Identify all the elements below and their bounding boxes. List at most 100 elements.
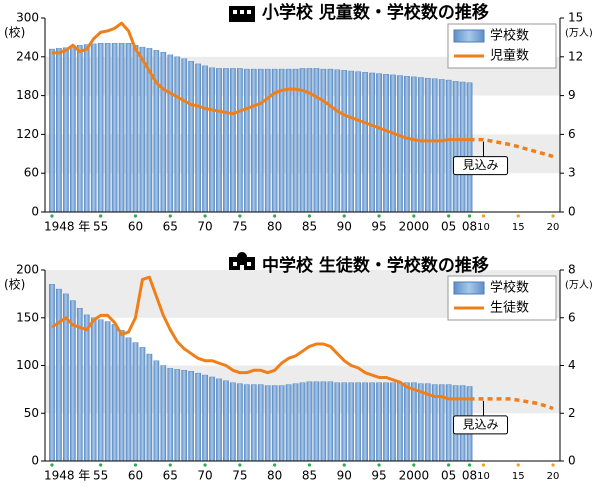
bar (431, 78, 438, 213)
x-tick-label: 80 (267, 469, 282, 483)
bar (411, 382, 417, 462)
bar (445, 79, 452, 213)
bar (90, 317, 97, 462)
bar (411, 76, 417, 213)
legend-label: 学校数 (490, 28, 529, 44)
bar (118, 329, 125, 462)
projection-line (469, 137, 554, 159)
bar (327, 381, 334, 462)
bar (438, 79, 445, 213)
bar (83, 44, 90, 213)
bar (237, 68, 243, 213)
x-tick-label: 05 (441, 469, 456, 483)
bar (424, 77, 431, 213)
y-tick-label: 150 (16, 310, 39, 324)
bar (49, 284, 55, 462)
bar (390, 382, 396, 462)
bar (292, 383, 299, 462)
bar (69, 45, 76, 213)
bar (125, 43, 132, 213)
y2-axis-label: (万人) (565, 27, 593, 39)
bar (216, 378, 222, 462)
y2-axis-label: (万人) (565, 279, 593, 291)
legend-label: 児童数 (490, 48, 529, 64)
bar (76, 44, 83, 213)
x-tick-label: 1948 年 (44, 220, 90, 234)
bar (306, 381, 313, 462)
x-tick (50, 214, 54, 218)
x-tick (551, 463, 555, 467)
school-icon (229, 6, 255, 273)
x-tick-label: 08 (462, 469, 477, 483)
x-tick (273, 214, 277, 218)
bar (355, 382, 362, 462)
bar (348, 70, 355, 213)
x-tick (342, 463, 346, 467)
x-tick (168, 214, 172, 218)
bar (320, 381, 327, 462)
x-tick-label: 65 (163, 469, 178, 483)
x-tick (99, 463, 103, 467)
bar (174, 56, 181, 213)
bar (257, 384, 264, 462)
bar (90, 43, 97, 213)
bar (195, 372, 201, 462)
bar (452, 81, 459, 213)
x-tick-label: 95 (371, 469, 386, 483)
y2-tick-label: 8 (568, 263, 576, 277)
bar (313, 68, 320, 213)
x-tick-label: 05 (441, 220, 456, 234)
bar (181, 58, 188, 213)
bar (306, 68, 313, 213)
bar (104, 321, 111, 462)
x-tick-label: 70 (197, 220, 212, 234)
x-tick (307, 214, 312, 218)
x-tick-label: 95 (371, 220, 386, 234)
bar (362, 382, 368, 462)
bar (404, 75, 410, 213)
x-tick (238, 463, 242, 467)
line-series (51, 21, 470, 143)
bar (390, 74, 396, 213)
bar (167, 368, 174, 462)
x-tick-label: 85 (302, 220, 317, 234)
y2-tick-label: 4 (568, 358, 576, 372)
x-tick (467, 463, 472, 467)
bar (174, 369, 181, 462)
bar (76, 308, 83, 462)
y-tick-label: 200 (16, 263, 39, 277)
bar (250, 384, 257, 462)
x-tick (133, 463, 138, 467)
bar (397, 382, 403, 462)
annotation: 見込み (463, 417, 499, 431)
y-axis-label: (校) (4, 277, 25, 292)
x-tick-label: 20 (547, 471, 560, 482)
bar (97, 319, 104, 462)
y-tick-label: 240 (16, 49, 39, 63)
bar (404, 382, 410, 462)
bar (341, 70, 348, 213)
legend-label: 生徒数 (490, 301, 529, 316)
bar (132, 342, 139, 462)
legend-label: 学校数 (490, 280, 529, 296)
x-tick-label: 60 (128, 469, 143, 483)
bar (299, 382, 306, 462)
bar (264, 68, 271, 213)
x-tick (203, 463, 207, 467)
y-tick-label: 0 (31, 454, 39, 468)
bar (257, 68, 264, 213)
bar (223, 68, 229, 213)
bar (327, 68, 334, 213)
bar (125, 337, 132, 462)
y-tick-label: 300 (16, 11, 39, 25)
bar (139, 46, 146, 213)
y-axis-label: (校) (4, 25, 25, 40)
bar (243, 384, 250, 462)
x-tick (203, 214, 207, 218)
bar (320, 68, 327, 213)
x-tick-label: 20 (547, 222, 560, 233)
x-tick (133, 214, 138, 218)
bar (118, 43, 125, 213)
x-tick (516, 214, 520, 218)
